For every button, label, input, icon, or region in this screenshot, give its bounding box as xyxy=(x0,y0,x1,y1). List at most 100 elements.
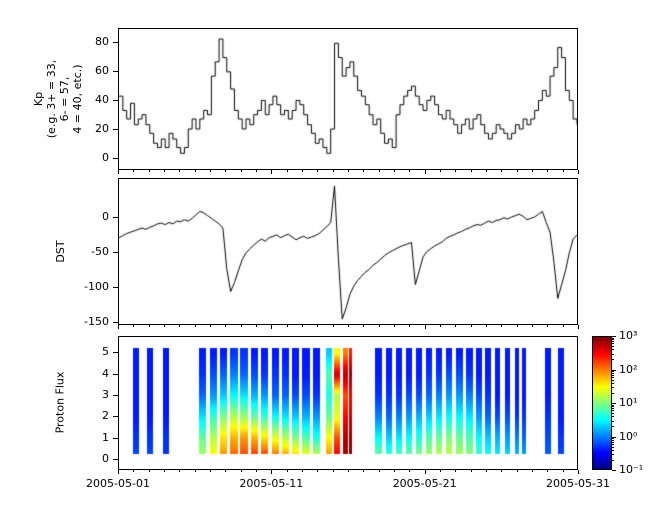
kp-x-tick xyxy=(394,170,395,172)
dst-x-tick xyxy=(394,325,395,327)
x-tick-label: 2005-05-31 xyxy=(546,477,610,490)
kp-y-tick-label: 60 xyxy=(95,64,109,77)
kp-plot-panel xyxy=(118,28,578,170)
kp-x-tick xyxy=(333,170,334,172)
colorbar-minor-tick xyxy=(612,408,614,409)
proton-x-tick xyxy=(302,470,303,472)
proton-x-tick xyxy=(210,470,211,472)
dst-x-tick xyxy=(256,325,257,327)
dst-x-tick xyxy=(425,325,426,329)
kp-y-tick xyxy=(113,129,118,130)
colorbar-minor-tick xyxy=(612,416,614,417)
proton-x-tick xyxy=(149,470,150,472)
proton-x-tick xyxy=(486,470,487,472)
dst-x-tick xyxy=(532,325,533,327)
dst-x-tick xyxy=(333,325,334,327)
kp-x-tick xyxy=(471,170,472,172)
proton-x-tick xyxy=(440,470,441,472)
dst-y-tick xyxy=(113,217,118,218)
colorbar-tick-label: 10² xyxy=(619,363,638,376)
kp-x-tick xyxy=(149,170,150,172)
colorbar-minor-tick xyxy=(612,410,614,411)
proton-x-tick xyxy=(287,470,288,472)
proton-x-tick xyxy=(547,470,548,472)
colorbar-minor-tick xyxy=(612,346,614,347)
kp-x-tick xyxy=(425,170,426,174)
kp-x-tick xyxy=(225,170,226,172)
dst-x-tick xyxy=(225,325,226,327)
colorbar-minor-tick xyxy=(612,442,614,443)
proton-x-tick xyxy=(517,470,518,472)
x-tick-label: 2005-05-01 xyxy=(86,477,150,490)
proton-x-tick xyxy=(501,470,502,472)
kp-x-tick xyxy=(455,170,456,172)
proton-x-tick xyxy=(532,470,533,472)
dst-x-tick xyxy=(578,325,579,329)
colorbar-minor-tick xyxy=(612,383,614,384)
kp-x-tick xyxy=(517,170,518,172)
proton-y-tick-label: 1 xyxy=(102,431,109,444)
colorbar-minor-tick xyxy=(612,349,614,350)
colorbar-minor-tick xyxy=(612,406,614,407)
proton-x-tick xyxy=(363,470,364,472)
colorbar-minor-tick xyxy=(612,371,614,372)
dst-x-tick xyxy=(501,325,502,327)
dst-line-chart xyxy=(119,179,577,324)
proton-x-tick xyxy=(179,470,180,472)
dst-x-tick xyxy=(164,325,165,327)
kp-x-tick xyxy=(532,170,533,172)
dst-x-tick xyxy=(118,325,119,329)
dst-y-tick xyxy=(113,287,118,288)
colorbar-minor-tick xyxy=(612,373,614,374)
colorbar-minor-tick xyxy=(612,440,614,441)
dst-x-tick xyxy=(195,325,196,327)
proton-x-tick xyxy=(471,470,472,472)
proton-x-tick xyxy=(133,470,134,472)
dst-plot-panel xyxy=(118,178,578,325)
colorbar-tick xyxy=(612,470,616,471)
colorbar-minor-tick xyxy=(612,454,614,455)
dst-x-tick xyxy=(133,325,134,327)
proton-y-tick-label: 3 xyxy=(102,388,109,401)
kp-x-tick xyxy=(409,170,410,172)
x-tick-label: 2005-05-11 xyxy=(239,477,304,490)
dst-y-tick-label: -150 xyxy=(84,315,109,328)
dst-x-tick xyxy=(179,325,180,327)
colorbar-minor-tick xyxy=(612,359,614,360)
dst-x-tick xyxy=(440,325,441,327)
colorbar-minor-tick xyxy=(612,438,614,439)
x-tick-label: 2005-05-21 xyxy=(392,477,457,490)
kp-x-tick xyxy=(317,170,318,172)
kp-x-tick xyxy=(256,170,257,172)
proton-x-tick xyxy=(317,470,318,472)
proton-y-tick xyxy=(113,438,118,439)
proton-y-tick-label: 5 xyxy=(102,345,109,358)
colorbar-minor-tick xyxy=(612,341,614,342)
proton-x-tick xyxy=(256,470,257,472)
kp-y-tick xyxy=(113,71,118,72)
proton-y-tick xyxy=(113,395,118,396)
kp-x-tick xyxy=(440,170,441,172)
proton-flux-heatmap xyxy=(119,337,577,469)
proton-x-tick xyxy=(164,470,165,472)
proton-x-tick xyxy=(379,470,380,472)
colorbar-tick-label: 10⁻¹ xyxy=(619,463,644,476)
dst-x-tick xyxy=(547,325,548,327)
kp-x-tick xyxy=(302,170,303,172)
kp-x-tick xyxy=(179,170,180,172)
proton-x-tick xyxy=(563,470,564,472)
colorbar-minor-tick xyxy=(612,460,614,461)
kp-y-tick-label: 80 xyxy=(95,35,109,48)
kp-x-tick xyxy=(210,170,211,172)
colorbar-minor-tick xyxy=(612,447,614,448)
colorbar-minor-tick xyxy=(612,426,614,427)
proton-y-tick xyxy=(113,459,118,460)
colorbar-minor-tick xyxy=(612,421,614,422)
dst-y-tick-label: -50 xyxy=(91,245,109,258)
kp-x-tick xyxy=(563,170,564,172)
colorbar-tick-label: 10¹ xyxy=(619,396,638,409)
dst-x-tick xyxy=(302,325,303,327)
proton-flux-spectrogram-panel xyxy=(118,336,578,470)
proton-x-tick xyxy=(348,470,349,472)
kp-x-tick xyxy=(287,170,288,172)
